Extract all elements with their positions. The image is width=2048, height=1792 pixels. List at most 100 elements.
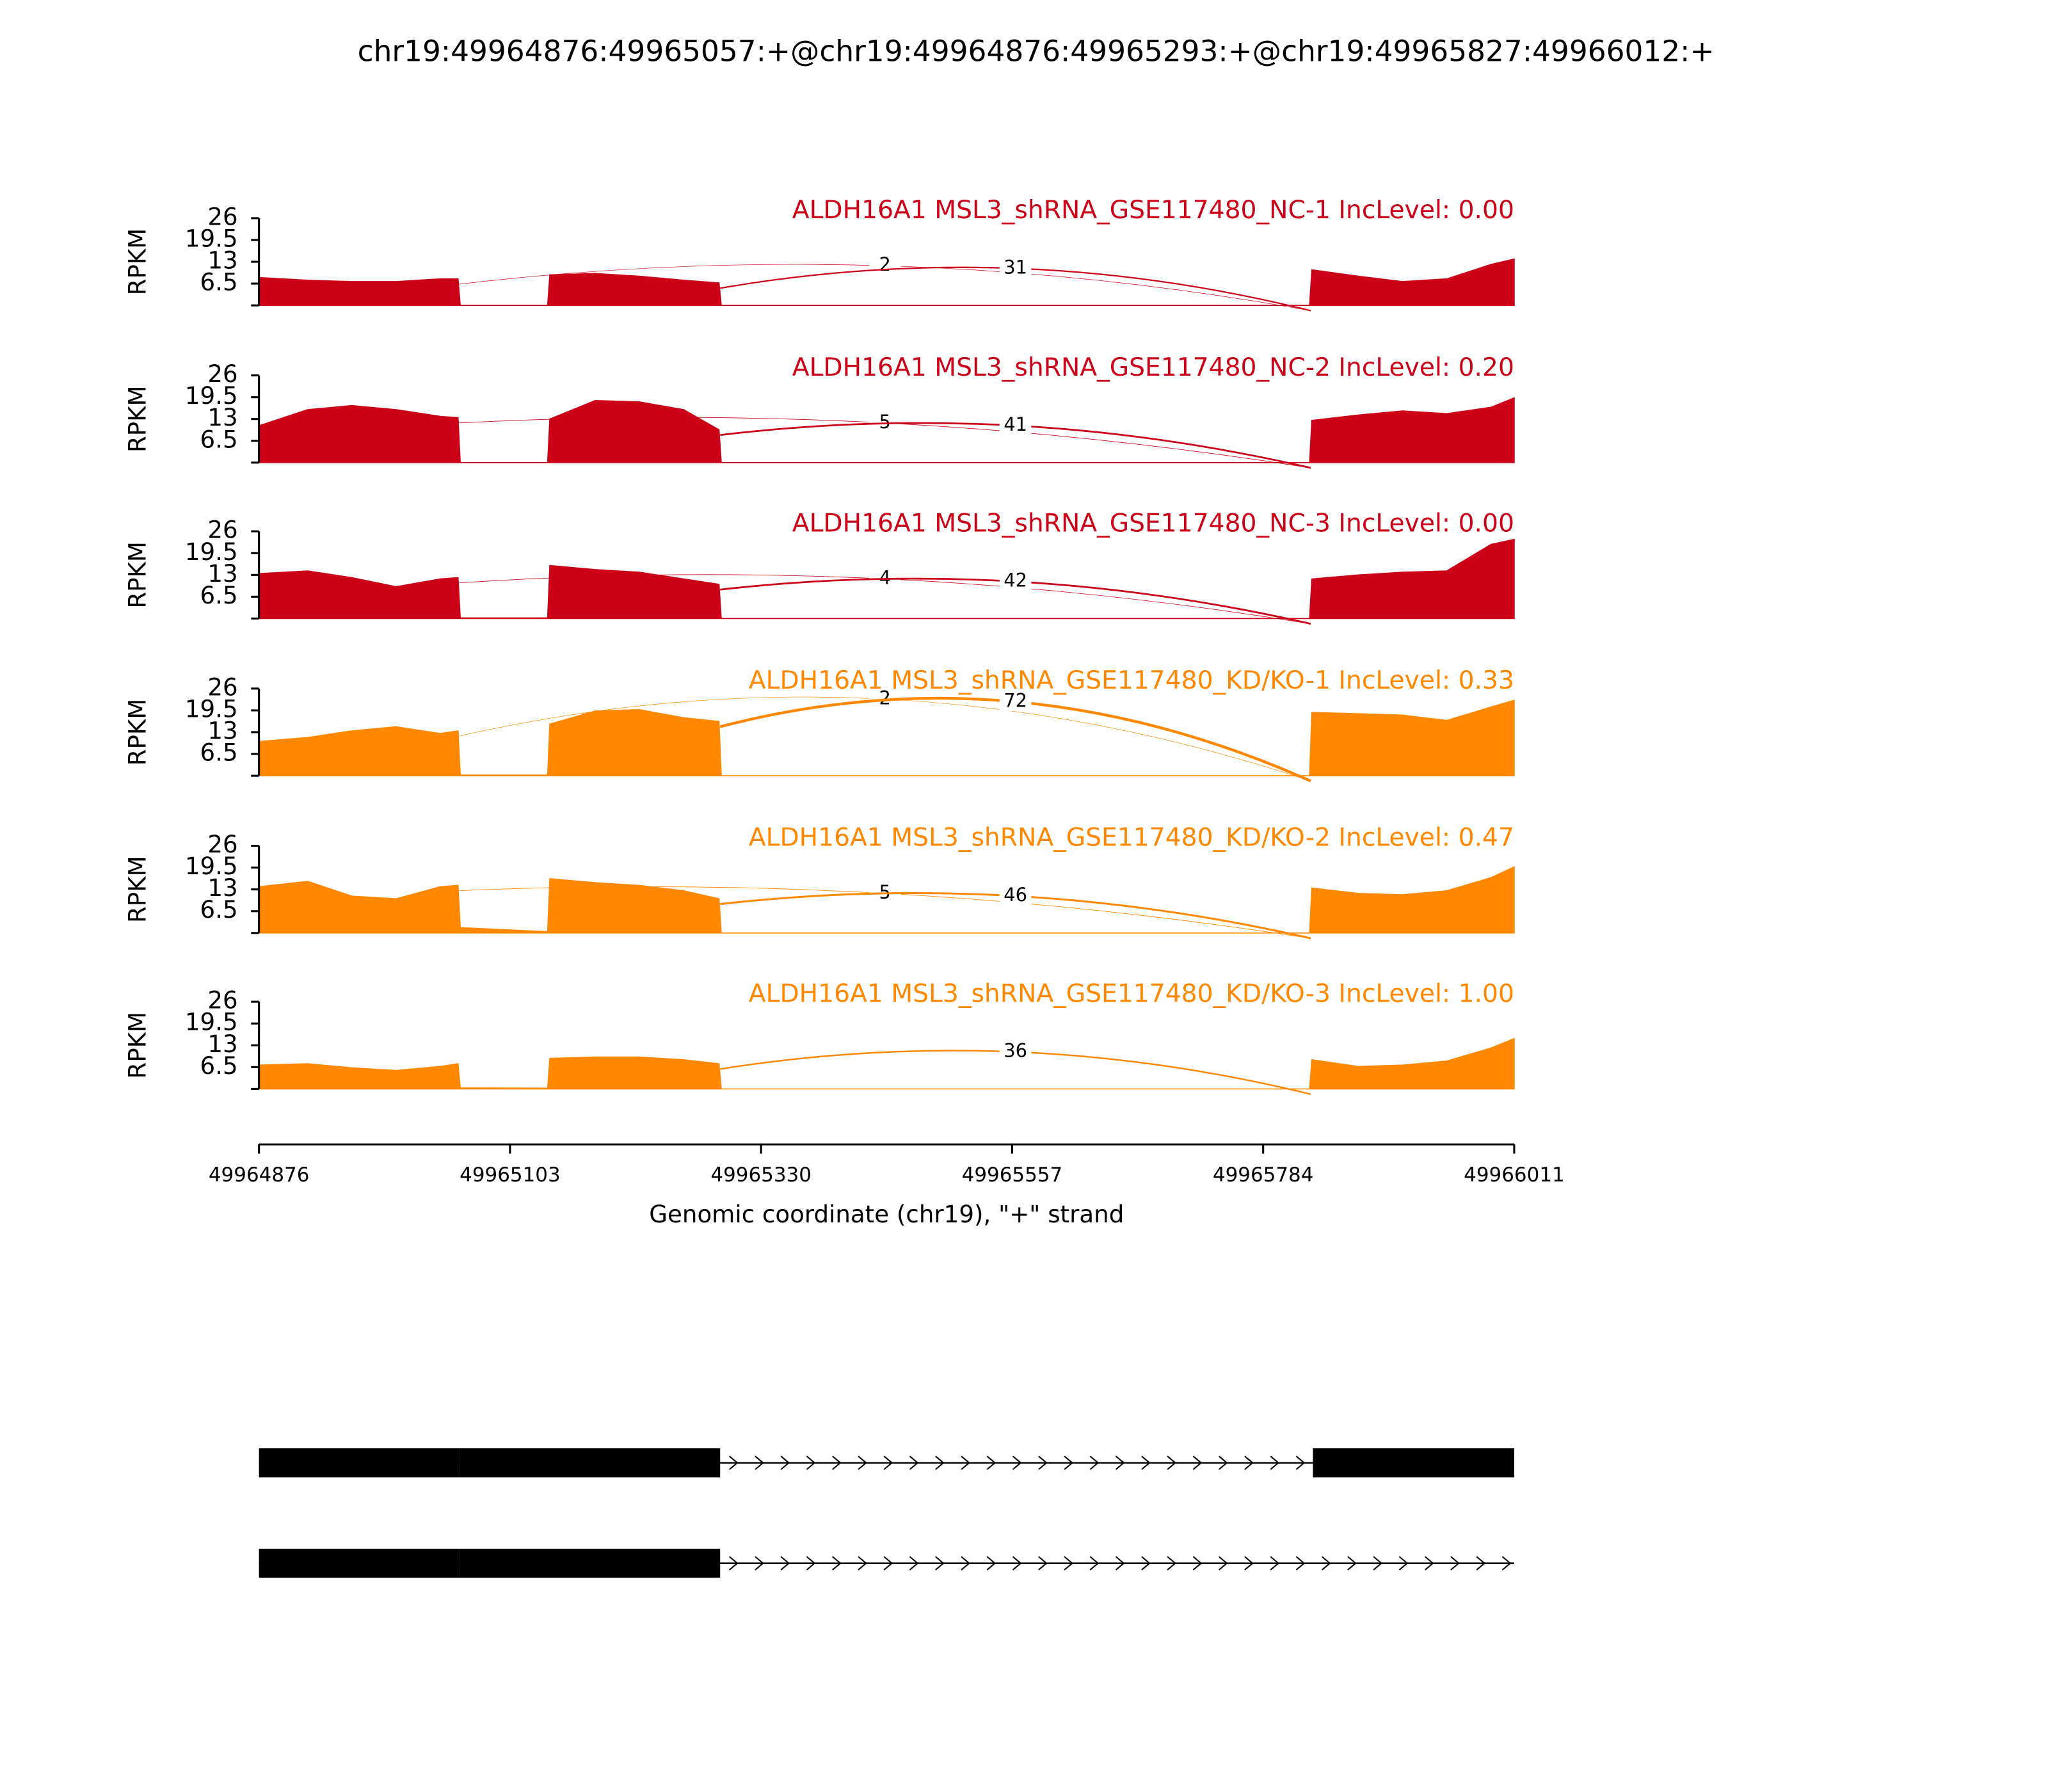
y-axis-label: RPKM (124, 856, 151, 923)
strand-arrow (1115, 1455, 1125, 1470)
strand-arrow (1192, 1455, 1203, 1470)
junction-count: 2 (879, 687, 891, 708)
strand-arrow (858, 1455, 867, 1470)
y-tick-label: 19.5 (185, 538, 238, 566)
strand-arrow (1012, 1455, 1022, 1470)
y-axis-label: RPKM (124, 385, 151, 452)
strand-arrow (1501, 1556, 1512, 1571)
y-tick-label: 19.5 (185, 852, 238, 880)
strand-arrow (1321, 1556, 1331, 1571)
strand-arrow (986, 1455, 996, 1470)
strand-arrow (1347, 1556, 1357, 1571)
exon (1313, 1448, 1514, 1478)
strand-arrow (1218, 1556, 1228, 1571)
y-tick-label: 6.5 (200, 896, 238, 924)
y-axis-label: RPKM (124, 228, 151, 296)
panel-title: ALDH16A1 MSL3_shRNA_GSE117480_KD/KO-2 In… (749, 824, 1514, 852)
strand-arrow (935, 1455, 945, 1470)
y-tick-label: 19.5 (185, 695, 238, 723)
strand-arrow (1167, 1455, 1177, 1470)
y-tick-label: 26 (207, 987, 237, 1014)
strand-arrow (1398, 1556, 1409, 1571)
junction-count: 5 (879, 411, 891, 433)
exon (259, 1548, 460, 1578)
x-axis-label: Genomic coordinate (chr19), "+" strand (649, 1201, 1124, 1228)
junction-label-bg (999, 692, 1032, 711)
strand-arrow (1373, 1556, 1383, 1571)
x-tick-label: 49965557 (962, 1164, 1063, 1187)
y-tick-label: 13 (207, 247, 237, 275)
y-tick-label: 6.5 (200, 269, 238, 296)
exon (259, 1448, 460, 1478)
strand-arrow (806, 1455, 816, 1470)
strand-arrow (1064, 1556, 1074, 1571)
panel-title: ALDH16A1 MSL3_shRNA_GSE117480_NC-2 IncLe… (792, 353, 1514, 382)
junction-count: 36 (1004, 1040, 1027, 1062)
strand-arrow (961, 1455, 970, 1470)
strand-arrow (883, 1455, 893, 1470)
y-tick-label: 6.5 (200, 1052, 238, 1080)
junction-count: 5 (879, 881, 891, 903)
junction-count: 42 (1004, 570, 1027, 591)
strand-arrow (832, 1455, 842, 1470)
exon (459, 1548, 721, 1578)
y-tick-label: 26 (207, 673, 237, 701)
strand-arrow (1295, 1455, 1306, 1470)
strand-arrow (883, 1556, 893, 1571)
strand-arrow (1012, 1556, 1022, 1571)
strand-arrow (1476, 1556, 1486, 1571)
strand-arrow (780, 1455, 790, 1470)
y-tick-label: 26 (207, 203, 237, 230)
y-axis-label: RPKM (124, 1012, 151, 1079)
exon (459, 1448, 721, 1478)
junction-count: 72 (1004, 690, 1027, 712)
strand-arrow (1115, 1556, 1125, 1571)
panel-title: ALDH16A1 MSL3_shRNA_GSE117480_NC-3 IncLe… (792, 509, 1514, 538)
y-tick-label: 6.5 (200, 426, 238, 453)
strand-arrow (806, 1556, 816, 1571)
strand-arrow (1295, 1556, 1306, 1571)
x-tick-label: 49966011 (1464, 1164, 1565, 1187)
panel-title: ALDH16A1 MSL3_shRNA_GSE117480_KD/KO-1 In… (749, 666, 1514, 695)
junction-count: 2 (879, 253, 891, 275)
strand-arrow (729, 1455, 739, 1470)
y-tick-label: 13 (207, 874, 237, 902)
x-tick-label: 49964876 (209, 1164, 310, 1187)
strand-arrow (1244, 1556, 1254, 1571)
y-axis-label: RPKM (124, 699, 151, 766)
strand-arrow (1167, 1556, 1177, 1571)
strand-arrow (1064, 1455, 1074, 1470)
junction-label-bg (999, 886, 1032, 906)
strand-arrow (755, 1556, 764, 1571)
y-tick-label: 6.5 (200, 582, 238, 609)
y-axis-label: RPKM (124, 541, 151, 609)
y-tick-label: 13 (207, 560, 237, 588)
strand-arrow (1244, 1455, 1254, 1470)
strand-arrow (1450, 1556, 1460, 1571)
y-tick-label: 26 (207, 831, 237, 858)
y-tick-label: 26 (207, 516, 237, 544)
strand-arrow (909, 1455, 919, 1470)
panel-title: ALDH16A1 MSL3_shRNA_GSE117480_KD/KO-3 In… (749, 979, 1514, 1008)
strand-arrow (832, 1556, 842, 1571)
strand-arrow (935, 1556, 945, 1571)
junction-count: 4 (879, 567, 891, 589)
strand-arrow (909, 1556, 919, 1571)
figure-title: chr19:49964876:49965057:+@chr19:49964876… (358, 34, 1715, 68)
junction-label-bg (999, 572, 1032, 591)
coverage-area (258, 1037, 1515, 1090)
coverage-area (258, 700, 1515, 776)
coverage-area (258, 538, 1515, 620)
junction-count: 41 (1004, 413, 1027, 435)
strand-arrow (961, 1556, 970, 1571)
strand-arrow (729, 1556, 739, 1571)
strand-arrow (1141, 1455, 1151, 1470)
x-tick-label: 49965330 (710, 1164, 812, 1187)
y-tick-label: 26 (207, 360, 237, 388)
strand-arrow (1089, 1455, 1100, 1470)
junction-label-bg (999, 416, 1032, 435)
coverage-area (258, 397, 1515, 463)
y-tick-label: 19.5 (185, 1009, 238, 1036)
strand-arrow (755, 1455, 764, 1470)
